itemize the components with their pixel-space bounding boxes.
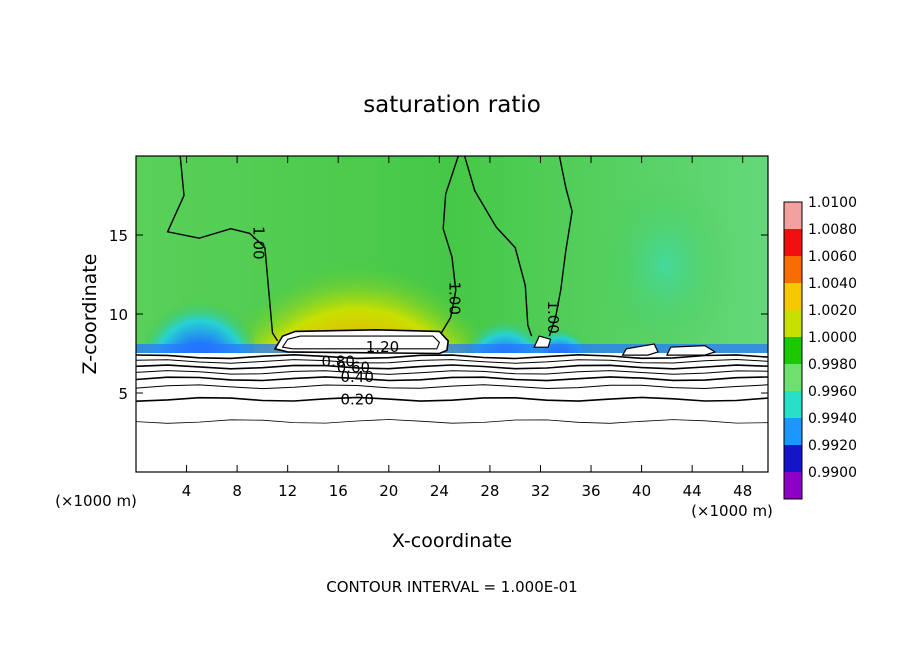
chart-title: saturation ratio <box>363 92 541 118</box>
contour-label: 0.80 <box>322 352 355 370</box>
colorbar-swatch <box>784 202 802 229</box>
contour-label: 0.40 <box>340 368 373 386</box>
contour-patch <box>665 344 717 356</box>
colorbar-label: 1.0100 <box>808 195 857 211</box>
x-tick-label: 28 <box>480 482 499 500</box>
x-tick-label: 32 <box>531 482 550 500</box>
x-tick-label: 36 <box>581 482 600 500</box>
colorbar-swatch <box>784 256 802 283</box>
contour-line-1-00 <box>166 156 279 342</box>
colorbar-swatch <box>784 364 802 391</box>
colorbar-label: 1.0060 <box>808 249 857 265</box>
footer-note: CONTOUR INTERVAL = 1.000E-01 <box>326 578 577 596</box>
x-tick-label: 16 <box>329 482 348 500</box>
colorbar-swatch <box>784 229 802 256</box>
contour-patch <box>621 343 659 356</box>
colorbar-swatch <box>784 445 802 472</box>
contour-line <box>136 384 768 390</box>
contour-label: 1.00 <box>446 281 464 314</box>
y-tick-label: 5 <box>118 385 128 403</box>
contour-label: 0.20 <box>340 390 373 408</box>
x-axis-label: X-coordinate <box>392 530 512 552</box>
colorbar-swatch <box>784 472 802 499</box>
colorbar-label: 1.0000 <box>808 330 857 346</box>
contour-lines <box>136 156 768 424</box>
x-tick-label: 44 <box>683 482 702 500</box>
colorbar-label: 0.9920 <box>808 438 857 454</box>
x-tick-label: 8 <box>232 482 242 500</box>
contour-line <box>136 370 768 375</box>
y-axis-label: Z-coordinate <box>79 254 101 375</box>
colorbar-swatch <box>784 283 802 310</box>
contour-line <box>136 358 768 364</box>
contour-label: 1.00 <box>250 226 268 259</box>
plot-area: 1.20 0.800.600.40 0.20 1.00 1.00 1.00 <box>136 156 768 472</box>
x-tick-label: 12 <box>278 482 297 500</box>
x-axis-ticks: 4 8 12 16 20 24 28 32 36 40 44 48 <box>182 156 752 500</box>
colorbar-label: 0.9980 <box>808 357 857 373</box>
y-tick-label: 15 <box>109 227 128 245</box>
colorbar-label: 0.9900 <box>808 465 857 481</box>
contour-line <box>136 396 768 402</box>
contour-line <box>136 376 768 382</box>
contour-line <box>136 364 768 370</box>
contour-line-1-00 <box>463 156 533 337</box>
x-unit-label-right: (×1000 m) <box>691 502 773 520</box>
field-stable-layer <box>136 353 768 472</box>
contour-line-1-00 <box>438 156 459 337</box>
y-axis-ticks: 5 10 15 <box>109 227 768 403</box>
y-tick-label: 10 <box>109 306 128 324</box>
colorbar-label: 0.9940 <box>808 411 857 427</box>
contour-labels: 1.20 0.800.600.40 0.20 1.00 1.00 1.00 <box>250 226 563 408</box>
x-tick-label: 20 <box>379 482 398 500</box>
contour-label: 1.20 <box>366 338 399 356</box>
colorbar-swatch <box>784 337 802 364</box>
contour-label: 1.00 <box>544 300 562 333</box>
contour-line-1-00 <box>548 156 573 337</box>
contour-line <box>136 353 768 360</box>
colorbar-swatch <box>784 418 802 445</box>
contour-line <box>136 419 768 424</box>
colorbar: 1.0100 1.0080 1.0060 1.0040 1.0020 1.0000 0.99… <box>783 195 857 500</box>
colorbar-label: 1.0020 <box>808 303 857 319</box>
contour-patch <box>533 335 552 348</box>
x-tick-label: 4 <box>182 482 192 500</box>
colorbar-swatch <box>784 310 802 337</box>
contour-label: 0.60 <box>337 359 370 377</box>
colorbar-frame <box>783 201 803 500</box>
x-unit-label-left: (×1000 m) <box>55 492 137 510</box>
x-tick-label: 24 <box>430 482 449 500</box>
field-teal-right <box>595 175 735 355</box>
x-tick-label: 40 <box>632 482 651 500</box>
colorbar-swatch <box>784 391 802 418</box>
colorbar-label: 0.9960 <box>808 384 857 400</box>
contour-line-1-20-inner <box>281 335 441 350</box>
colorbar-label: 1.0080 <box>808 222 857 238</box>
contour-line-1-20 <box>273 328 450 355</box>
x-tick-label: 48 <box>733 482 752 500</box>
colorbar-label: 1.0040 <box>808 276 857 292</box>
